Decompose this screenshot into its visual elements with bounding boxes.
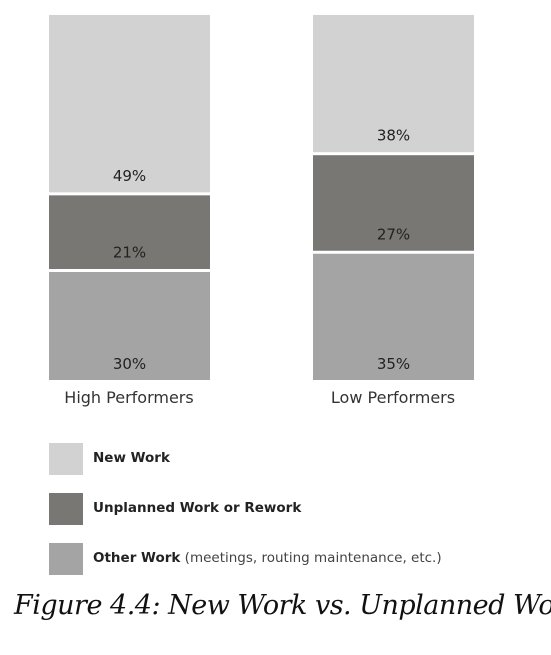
- legend-label-new-work: New Work: [93, 450, 170, 466]
- legend-swatch-other-work: [49, 543, 83, 575]
- legend-swatch-new-work: [49, 443, 83, 475]
- legend-swatch-unplanned-work: [49, 493, 83, 525]
- legend-item-new-work: New Work: [49, 443, 529, 475]
- data-label-high-performers-new-work: 49%: [113, 167, 146, 185]
- legend-note-other-work: (meetings, routing maintenance, etc.): [185, 550, 442, 566]
- legend-item-other-work: Other Work (meetings, routing maintenanc…: [49, 543, 529, 575]
- data-label-high-performers-unplanned-work-or-rework: 21%: [113, 244, 146, 262]
- category-label-high-performers: High Performers: [49, 388, 209, 407]
- legend-label-other-work: Other Work: [93, 550, 180, 566]
- data-label-low-performers-new-work: 38%: [377, 127, 410, 145]
- bar-segment-high-performers-new-work: [49, 15, 210, 192]
- figure-caption: Figure 4.4: New Work vs. Unplanned Work: [14, 590, 551, 621]
- data-label-high-performers-other-work: 30%: [113, 355, 146, 373]
- legend-label-unplanned-work: Unplanned Work or Rework: [93, 500, 301, 516]
- stacked-bar-chart: 30% 21% 49% 35% 27% 38%: [0, 0, 551, 390]
- data-label-low-performers-other-work: 35%: [377, 355, 410, 373]
- data-label-low-performers-unplanned-work-or-rework: 27%: [377, 225, 410, 243]
- legend-item-unplanned-work: Unplanned Work or Rework: [49, 493, 529, 525]
- category-label-low-performers: Low Performers: [313, 388, 473, 407]
